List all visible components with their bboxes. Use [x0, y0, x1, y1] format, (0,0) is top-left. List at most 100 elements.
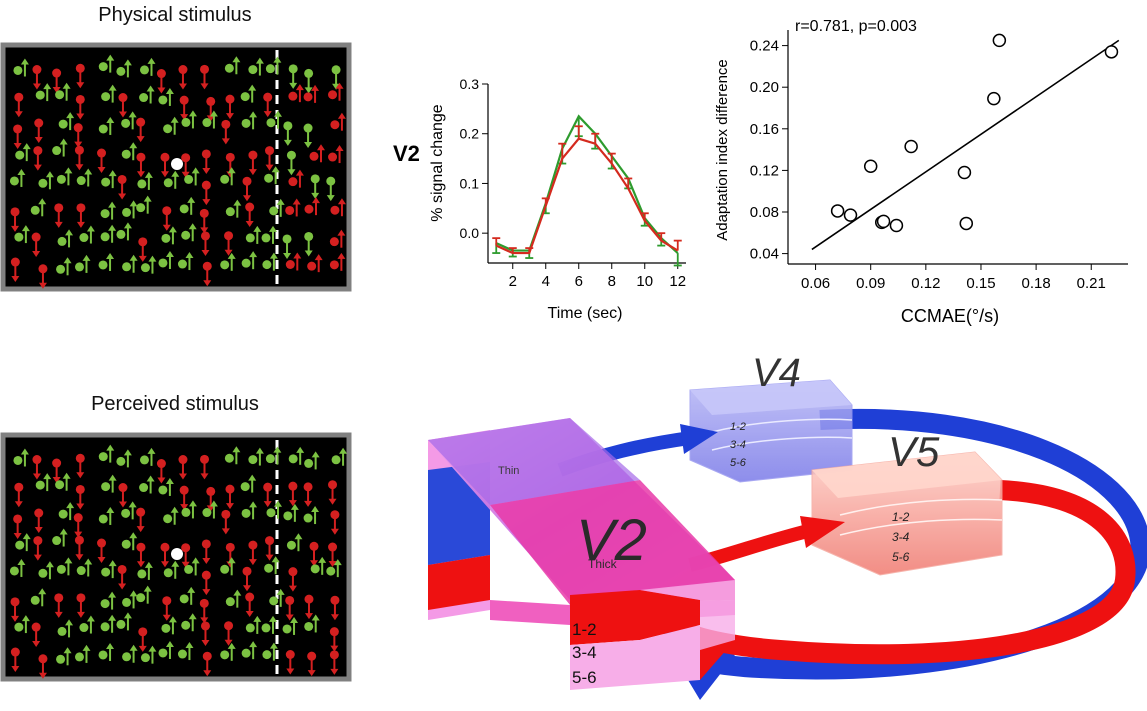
- green-dot: [304, 231, 314, 257]
- green-dot: [248, 57, 264, 76]
- scatter-x-tick-label: 0.15: [966, 275, 995, 292]
- green-dot: [116, 222, 132, 241]
- red-dot: [328, 82, 344, 101]
- green-dot: [35, 83, 52, 102]
- red-dot: [265, 146, 275, 171]
- v4-layer-3-4: 3-4: [730, 439, 746, 451]
- green-dot: [139, 57, 156, 76]
- green-dot: [262, 642, 278, 661]
- green-dot: [269, 198, 285, 217]
- green-dot: [100, 591, 117, 610]
- green-dot: [286, 533, 303, 552]
- green-dot: [202, 500, 218, 519]
- green-dot: [140, 255, 157, 274]
- red-dot: [181, 543, 191, 568]
- green-dot: [56, 647, 72, 666]
- green-dot: [331, 447, 348, 466]
- green-dot: [310, 174, 320, 199]
- green-dot: [15, 533, 31, 552]
- green-dot: [56, 257, 72, 276]
- red-dot: [52, 68, 62, 94]
- green-dot: [38, 171, 54, 190]
- green-dot: [248, 447, 264, 466]
- green-dot: [269, 588, 285, 607]
- red-dot: [75, 484, 85, 510]
- scatter-x-tick-label: 0.06: [801, 275, 830, 292]
- green-dot: [79, 225, 95, 244]
- red-dot: [75, 63, 85, 89]
- v5-layer-1-2: 1-2: [892, 510, 910, 524]
- scatter-y-tick-label: 0.08: [750, 204, 779, 221]
- line-y-tick-label: 0.2: [460, 126, 480, 142]
- red-dot: [285, 595, 295, 621]
- green-dot: [136, 585, 152, 604]
- red-dot: [309, 144, 326, 163]
- green-dot: [14, 225, 30, 244]
- red-dot: [54, 593, 64, 618]
- red-dot: [288, 481, 298, 507]
- red-dot: [13, 514, 23, 539]
- green-dot: [177, 252, 194, 271]
- green-dot: [163, 170, 180, 189]
- red-dot: [178, 65, 188, 90]
- green-dot: [121, 501, 137, 520]
- red-dot: [13, 124, 23, 149]
- red-dot: [75, 453, 85, 479]
- red-dot: [33, 536, 43, 561]
- red-dot: [162, 596, 172, 621]
- red-dot: [160, 152, 170, 178]
- red-dot: [10, 597, 20, 622]
- green-dot: [122, 254, 138, 273]
- green-dot: [163, 116, 179, 135]
- perceived-stimulus-panel: [0, 432, 352, 682]
- red-dot: [97, 538, 107, 564]
- red-dot: [138, 237, 148, 262]
- line-series-0: [495, 114, 679, 254]
- green-dot: [98, 506, 115, 525]
- red-dot: [285, 198, 301, 217]
- scatter-point: [1104, 45, 1119, 59]
- red-dot: [330, 510, 340, 535]
- scatter-x-tick-label: 0.09: [856, 275, 885, 292]
- green-dot: [303, 506, 320, 525]
- green-dot: [241, 251, 258, 270]
- red-dot: [202, 651, 212, 677]
- green-dot: [224, 56, 241, 75]
- green-dot: [163, 560, 180, 579]
- red-dot: [136, 507, 146, 533]
- red-dot: [181, 153, 191, 178]
- red-dot: [32, 65, 42, 90]
- red-dot: [303, 84, 320, 103]
- line-x-tick-label: 4: [542, 273, 550, 290]
- line-x-tick-label: 6: [575, 273, 583, 290]
- red-dot: [76, 593, 86, 618]
- red-dot: [160, 542, 170, 568]
- red-dot: [178, 455, 188, 480]
- red-dot: [33, 146, 43, 171]
- fixation-dot: [171, 158, 183, 170]
- green-dot: [100, 201, 117, 220]
- v2-layer-1-2: 1-2: [572, 620, 597, 639]
- v4-label: V4: [752, 351, 801, 395]
- green-dot: [74, 644, 91, 663]
- red-dot: [330, 198, 346, 217]
- green-dot: [225, 199, 242, 218]
- red-dot: [136, 542, 146, 568]
- red-dot: [200, 454, 210, 480]
- green-dot: [139, 475, 155, 494]
- scatter-chart: r=0.781, p=0.003 Adaptation index differ…: [714, 18, 1128, 326]
- v2-to-v4-arrowhead: [680, 424, 718, 454]
- green-dot: [264, 166, 280, 185]
- green-dot: [121, 111, 137, 130]
- green-dot: [58, 502, 75, 521]
- line-x-axis-label: Time (sec): [548, 305, 623, 322]
- red-dot: [329, 229, 346, 248]
- green-dot: [310, 556, 327, 575]
- green-dot: [56, 557, 73, 576]
- green-dot: [137, 171, 153, 190]
- green-dot: [158, 87, 174, 106]
- green-dot: [220, 557, 236, 576]
- green-dot: [304, 614, 320, 633]
- scatter-point: [876, 214, 891, 229]
- red-dot: [75, 94, 85, 120]
